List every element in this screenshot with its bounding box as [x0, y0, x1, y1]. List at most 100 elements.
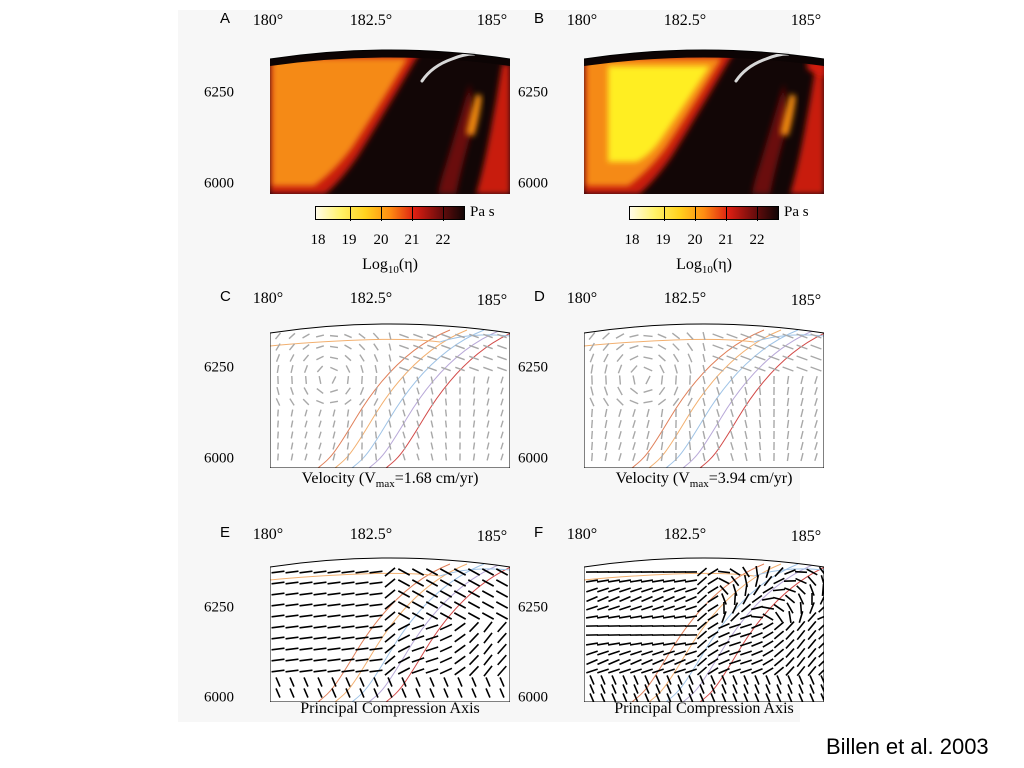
- compression-axis: [586, 668, 598, 674]
- compression-axis: [586, 587, 598, 593]
- velocity-vector: [275, 343, 281, 351]
- colorbar-unit: Pa s: [470, 204, 495, 220]
- compression-axis: [761, 606, 775, 610]
- slab-surface-line: [420, 52, 476, 83]
- compression-axis: [796, 647, 806, 659]
- compression-axis: [341, 625, 355, 629]
- compression-axis: [674, 668, 686, 674]
- velocity-vector: [331, 376, 337, 384]
- compression-axis: [585, 642, 599, 646]
- compression-axis: [707, 649, 719, 657]
- compression-axis: [481, 612, 495, 620]
- compression-axis: [313, 614, 327, 618]
- velocity-vector: [316, 355, 324, 361]
- compression-field: [584, 558, 824, 702]
- compression-axis: [644, 675, 650, 685]
- compression-axis: [439, 656, 453, 664]
- compression-axis: [785, 639, 795, 649]
- velocity-vector: [660, 375, 664, 385]
- compression-axis: [425, 635, 439, 641]
- compression-axis: [718, 631, 730, 639]
- compression-axis: [718, 667, 730, 675]
- velocity-vector: [315, 334, 325, 338]
- velocity-vector: [800, 397, 804, 407]
- compression-axis: [751, 594, 763, 604]
- velocity-vector: [444, 387, 448, 395]
- compression-axis: [820, 575, 824, 587]
- velocity-vector: [276, 386, 280, 396]
- compression-axis: [384, 578, 396, 588]
- compression-axis: [359, 677, 365, 687]
- velocity-vector: [800, 386, 804, 396]
- velocity-vector: [500, 376, 504, 384]
- velocity-vector: [388, 332, 392, 340]
- compression-axis: [467, 612, 481, 620]
- compression-axis: [384, 644, 396, 654]
- velocity-vector: [500, 387, 504, 395]
- compression-axis: [652, 595, 664, 603]
- compression-axis: [717, 570, 731, 574]
- velocity-vector: [304, 375, 308, 385]
- compression-axis: [271, 647, 285, 651]
- compression-axis: [696, 621, 708, 631]
- velocity-vector: [472, 442, 476, 450]
- depth-label: 6250: [204, 599, 234, 616]
- velocity-vector: [629, 399, 639, 405]
- velocity-vector: [646, 419, 650, 429]
- compression-axis: [369, 669, 383, 673]
- compression-axis: [796, 656, 806, 668]
- compression-axis: [589, 684, 595, 694]
- compression-axis: [425, 624, 439, 630]
- colorbar-unit: Pa s: [784, 204, 809, 220]
- velocity-vector: [616, 354, 624, 362]
- compression-axis: [633, 675, 639, 685]
- velocity-vector: [688, 408, 692, 418]
- velocity-vector: [329, 400, 339, 404]
- compression-axis: [786, 602, 794, 614]
- compression-axis: [707, 595, 719, 603]
- velocity-vector: [416, 376, 420, 384]
- velocity-vector: [388, 365, 392, 373]
- compression-axis: [662, 615, 676, 619]
- velocity-vector: [786, 397, 790, 407]
- compression-axis: [341, 592, 355, 596]
- compression-axis: [807, 647, 817, 659]
- viscosity-field: [270, 50, 510, 194]
- compression-axis: [355, 636, 369, 640]
- compression-axis: [485, 677, 491, 687]
- compression-axis: [673, 579, 687, 583]
- velocity-vector: [302, 354, 310, 362]
- compression-axis: [299, 592, 313, 596]
- compression-axis: [729, 623, 741, 629]
- velocity-vector: [744, 375, 748, 385]
- velocity-vector: [290, 409, 294, 417]
- panel-b: B 180° 182.5° 185° 6250 6000 Pa s 18 19 …: [518, 10, 832, 278]
- compression-axis: [384, 622, 396, 632]
- compression-axis: [341, 614, 355, 618]
- velocity-vector: [786, 441, 790, 451]
- velocity-vector: [604, 441, 608, 451]
- panel-caption: Principal Compression Axis: [614, 700, 794, 717]
- compression-axis: [454, 666, 466, 676]
- velocity-vector: [744, 408, 748, 418]
- velocity-vector: [712, 333, 724, 339]
- velocity-vector: [716, 452, 720, 462]
- velocity-vector: [332, 431, 336, 439]
- velocity-vector: [275, 398, 281, 406]
- velocity-vector: [629, 344, 639, 350]
- compression-axis: [818, 603, 824, 613]
- compression-axis: [618, 579, 632, 583]
- velocity-vector: [688, 419, 692, 429]
- colorbar-title: Log10(η): [362, 256, 418, 277]
- velocity-vector: [814, 408, 818, 418]
- velocity-vector: [427, 344, 437, 350]
- panel-letter: E: [220, 524, 231, 541]
- compression-axis: [762, 631, 774, 639]
- compression-axis: [481, 568, 495, 576]
- compression-axis: [271, 636, 285, 640]
- compression-axis: [707, 613, 719, 621]
- compression-axis: [397, 623, 411, 631]
- velocity-vector: [632, 441, 636, 451]
- velocity-vector: [497, 344, 507, 350]
- velocity-vector: [744, 397, 748, 407]
